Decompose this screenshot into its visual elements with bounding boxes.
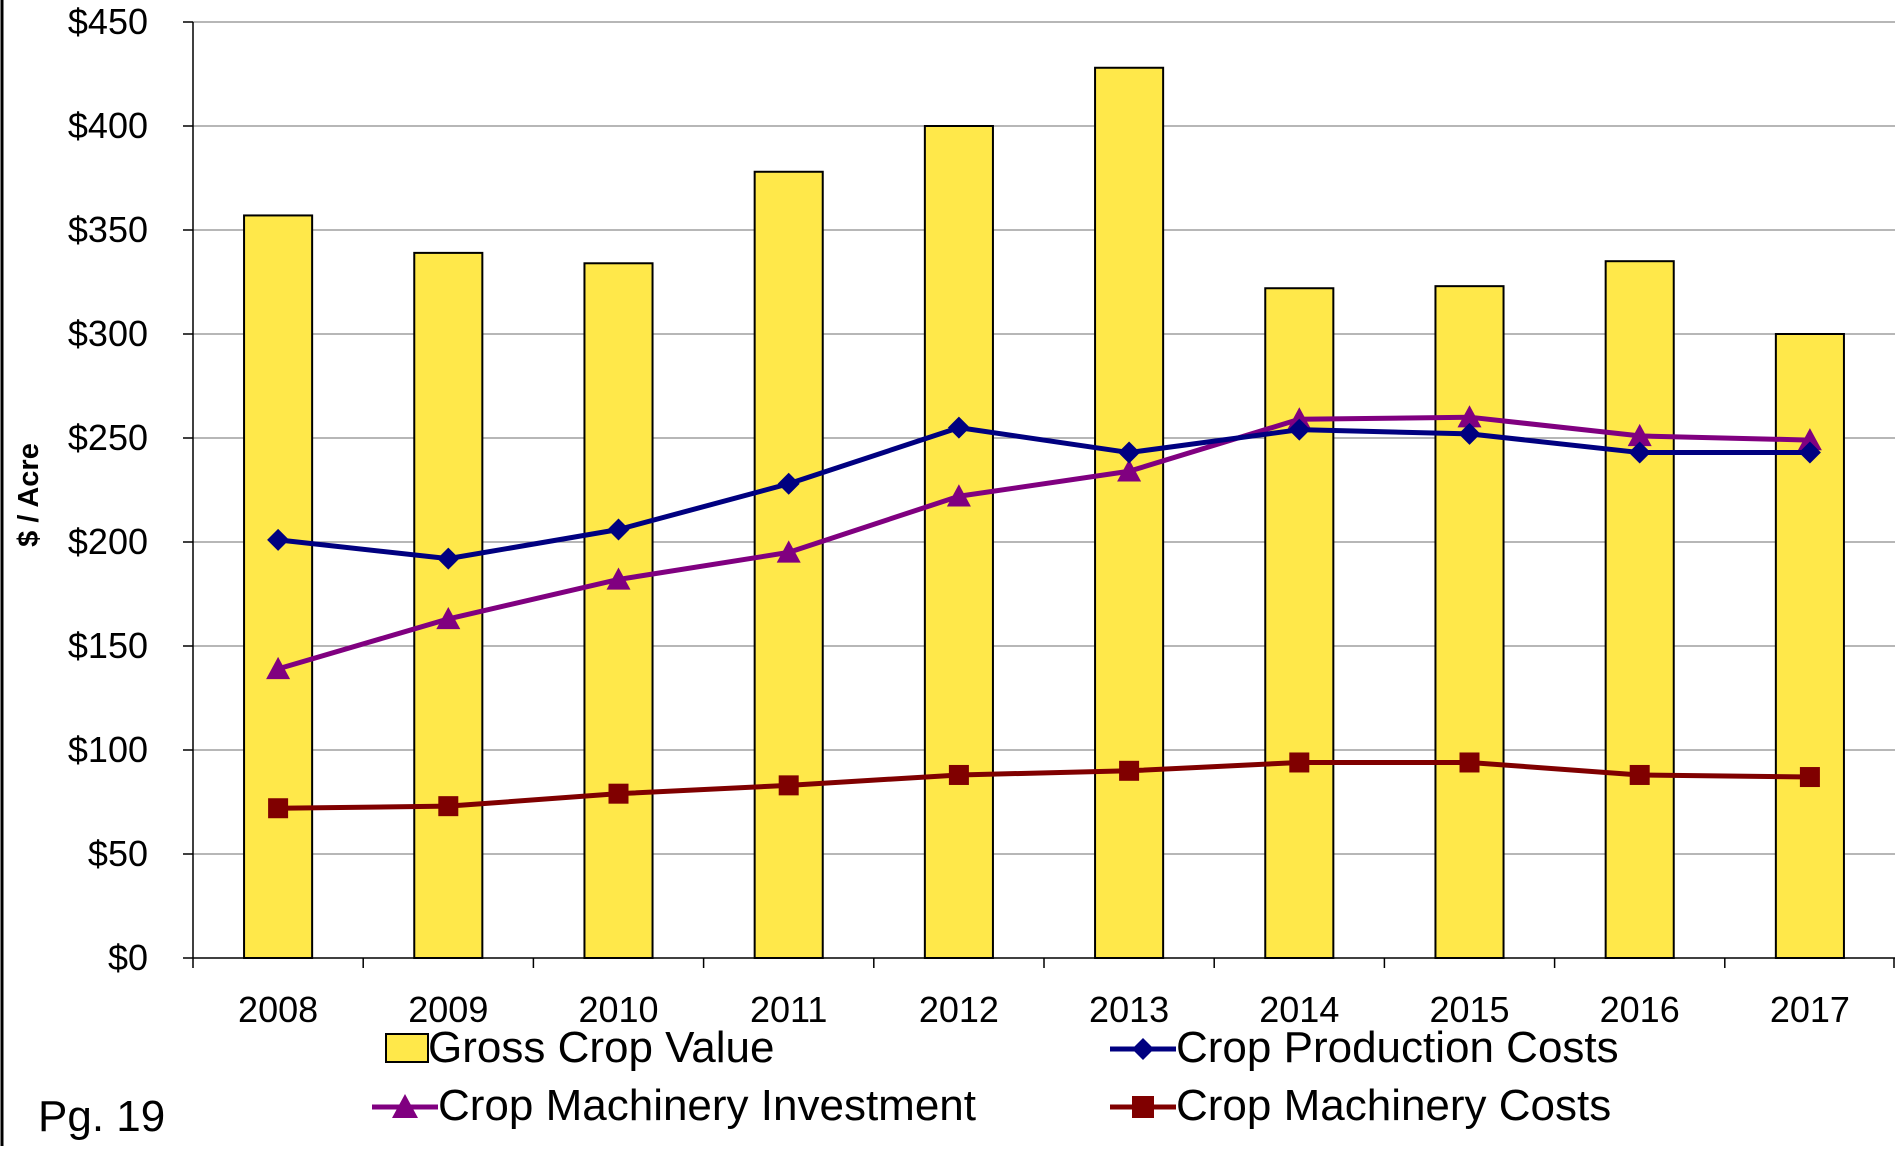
legend-label: Gross Crop Value (428, 1023, 774, 1072)
page-label: Pg. 19 (38, 1092, 165, 1141)
point-crop-machinery-investment-2011 (776, 540, 801, 563)
bar-gross-crop-value-2014 (1264, 287, 1335, 959)
legend-label: Crop Machinery Costs (1176, 1081, 1611, 1130)
point-crop-machinery-costs-2011 (778, 775, 799, 796)
bar-gross-crop-value-2013 (1094, 66, 1165, 959)
x-tick-label-2009: 2009 (408, 989, 488, 1030)
point-crop-machinery-investment-2010 (606, 567, 631, 590)
legend-marker (1132, 1096, 1154, 1118)
point-crop-production-costs-2017 (1798, 441, 1821, 464)
y-tick-label: $350 (68, 209, 148, 250)
bar-gross-crop-value-2016 (1604, 260, 1675, 959)
point-crop-production-costs-2013 (1118, 441, 1141, 464)
bar-gross-crop-value-2015 (1434, 285, 1505, 960)
point-crop-machinery-costs-2009 (438, 796, 459, 817)
point-crop-machinery-investment-2009 (436, 606, 461, 630)
bar-gross-crop-value-2009 (413, 251, 484, 959)
y-axis-title: $ / Acre (13, 443, 45, 547)
y-tick-label: $150 (68, 625, 148, 666)
point-crop-machinery-investment-2013 (1117, 459, 1142, 482)
x-tick-label-2013: 2013 (1089, 989, 1169, 1030)
y-tick-label: $0 (108, 937, 148, 978)
x-tick-label-2012: 2012 (919, 989, 999, 1030)
tick-labels: $0 $50 $100 $150 $200 $250 $300 $350 $400 $450 200… (68, 1, 1850, 1030)
legend-label: Crop Machinery Investment (438, 1081, 976, 1130)
x-tick-label-2017: 2017 (1770, 989, 1850, 1030)
axes (183, 21, 1895, 968)
legend-item-crop-machinery-costs: Crop Machinery Costs (1110, 1081, 1611, 1130)
legend-swatch (385, 1033, 429, 1063)
point-crop-machinery-investment-2008 (266, 656, 291, 680)
legend: Gross Crop Value Crop Production Costs Cro… (372, 1023, 1619, 1130)
point-crop-machinery-investment-2014 (1287, 407, 1312, 430)
point-crop-production-costs-2009 (437, 547, 460, 570)
bar-gross-crop-value-2017 (1774, 333, 1845, 959)
legend-item-gross-crop-value: Gross Crop Value (385, 1023, 774, 1072)
legend-marker (392, 1094, 418, 1119)
point-crop-production-costs-2011 (777, 472, 800, 495)
point-crop-production-costs-2008 (267, 528, 290, 551)
legend-item-crop-machinery-investment: Crop Machinery Investment (372, 1081, 976, 1130)
legend-item-crop-production-costs: Crop Production Costs (1110, 1023, 1619, 1072)
bar-gross-crop-value-2011 (753, 170, 824, 959)
bar-gross-crop-value-2010 (583, 262, 654, 959)
x-tick-label-2016: 2016 (1600, 989, 1680, 1030)
y-tick-label: $100 (68, 729, 148, 770)
point-crop-machinery-costs-2008 (268, 798, 289, 819)
point-crop-production-costs-2012 (947, 416, 970, 439)
point-crop-machinery-investment-2012 (946, 484, 971, 507)
line-crop-machinery-investment (277, 414, 1810, 672)
point-crop-machinery-costs-2013 (1119, 760, 1140, 781)
lines (266, 405, 1822, 819)
x-tick-label-2010: 2010 (578, 989, 658, 1030)
line-crop-machinery-costs (278, 759, 1810, 811)
point-crop-machinery-costs-2010 (608, 783, 629, 804)
y-tick-label: $300 (68, 313, 148, 354)
y-tick-label: $450 (68, 1, 148, 42)
line-crop-production-costs (277, 425, 1810, 562)
point-crop-machinery-investment-2016 (1627, 423, 1652, 447)
point-crop-machinery-costs-2015 (1459, 752, 1480, 773)
x-tick-label-2014: 2014 (1259, 989, 1339, 1030)
y-tick-label: $250 (68, 417, 148, 458)
legend-label: Crop Production Costs (1176, 1023, 1619, 1072)
point-crop-production-costs-2014 (1288, 418, 1311, 441)
point-crop-machinery-costs-2012 (948, 764, 969, 785)
x-tick-label-2011: 2011 (750, 989, 827, 1030)
point-crop-production-costs-2016 (1628, 441, 1651, 464)
bars (243, 66, 1845, 960)
point-crop-machinery-investment-2015 (1457, 405, 1482, 428)
legend-marker (1132, 1038, 1154, 1060)
y-tick-label: $400 (68, 105, 148, 146)
y-tick-label: $200 (68, 521, 148, 562)
bar-gross-crop-value-2008 (243, 214, 314, 959)
point-crop-production-costs-2010 (607, 518, 630, 541)
y-tick-label: $50 (88, 833, 148, 874)
point-crop-machinery-investment-2017 (1797, 428, 1822, 451)
point-crop-machinery-costs-2016 (1629, 764, 1650, 785)
point-crop-machinery-costs-2017 (1799, 767, 1820, 788)
bar-gross-crop-value-2012 (923, 125, 994, 959)
x-tick-label-2015: 2015 (1429, 989, 1509, 1030)
point-crop-production-costs-2015 (1458, 422, 1481, 445)
x-tick-label-2008: 2008 (238, 989, 318, 1030)
point-crop-machinery-costs-2014 (1289, 752, 1310, 773)
